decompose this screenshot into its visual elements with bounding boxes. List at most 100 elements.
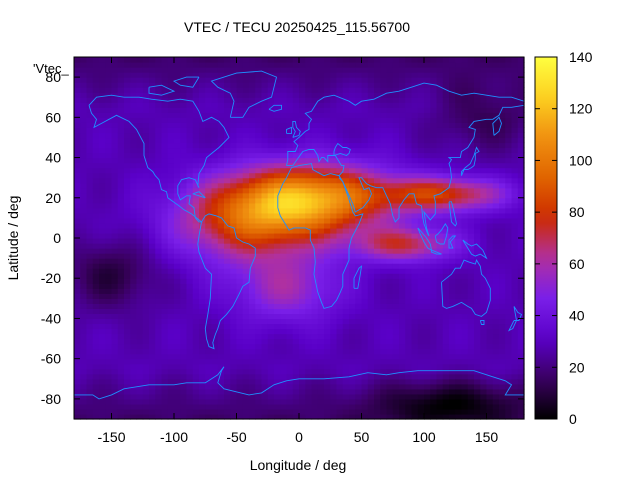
heatmap-cell [355, 67, 363, 73]
heatmap-cell [467, 368, 475, 375]
heatmap-cell [330, 298, 338, 304]
heatmap-cell [467, 202, 475, 209]
heatmap-cell [92, 72, 100, 78]
heatmap-cell [361, 142, 369, 149]
heatmap-cell [92, 87, 100, 93]
heatmap-cell [249, 132, 256, 139]
heatmap-cell [342, 62, 350, 68]
heatmap-cell [342, 393, 350, 400]
heatmap-cell [349, 62, 356, 68]
heatmap-cell [392, 177, 400, 184]
heatmap-cell [367, 112, 375, 118]
heatmap-cell [124, 343, 131, 350]
heatmap-cell [111, 177, 119, 184]
heatmap-cell [292, 87, 300, 93]
heatmap-cell [355, 308, 363, 315]
heatmap-cell [374, 147, 381, 154]
heatmap-cell [411, 313, 419, 320]
heatmap-cell [199, 82, 206, 88]
heatmap-cell [349, 142, 356, 149]
heatmap-cell [461, 273, 469, 279]
heatmap-cell [324, 278, 331, 284]
heatmap-cell [430, 197, 438, 204]
heatmap-cell [174, 172, 181, 179]
heatmap-cell [486, 368, 494, 375]
heatmap-cell [492, 373, 500, 380]
heatmap-cell [242, 413, 250, 420]
heatmap-cell [155, 238, 163, 244]
heatmap-cell [136, 298, 144, 304]
heatmap-cell [205, 328, 213, 335]
heatmap-cell [292, 413, 300, 420]
heatmap-cell [236, 283, 244, 289]
heatmap-cell [430, 67, 438, 73]
heatmap-cell [161, 248, 169, 254]
heatmap-cell [242, 368, 250, 375]
heatmap-cell [199, 328, 206, 335]
heatmap-cell [342, 147, 350, 154]
heatmap-cell [99, 258, 106, 264]
heatmap-cell [142, 353, 150, 360]
heatmap-cell [336, 383, 344, 390]
heatmap-cell [324, 77, 331, 83]
heatmap-cell [342, 217, 350, 224]
heatmap-cell [92, 303, 100, 309]
heatmap-cell [492, 137, 500, 144]
heatmap-cell [330, 162, 338, 169]
heatmap-cell [399, 177, 406, 184]
heatmap-cell [167, 227, 175, 234]
heatmap-cell [417, 408, 425, 415]
heatmap-cell [405, 388, 413, 395]
heatmap-cell [411, 243, 419, 249]
heatmap-cell [292, 172, 300, 179]
heatmap-cell [74, 413, 81, 420]
heatmap-cell [261, 293, 269, 299]
heatmap-cell [480, 112, 488, 118]
heatmap-cell [361, 217, 369, 224]
heatmap-cell [167, 258, 175, 264]
heatmap-cell [167, 313, 175, 320]
heatmap-cell [311, 152, 319, 159]
heatmap-cell [136, 323, 144, 330]
heatmap-cell [305, 413, 313, 420]
heatmap-cell [311, 132, 319, 139]
heatmap-cell [499, 132, 506, 139]
heatmap-cell [180, 152, 188, 159]
heatmap-cell [317, 333, 325, 340]
heatmap-cell [486, 107, 494, 113]
heatmap-cell [386, 318, 394, 325]
heatmap-cell [355, 268, 363, 274]
heatmap-cell [480, 97, 488, 103]
heatmap-cell [267, 398, 275, 405]
heatmap-cell [192, 313, 200, 320]
heatmap-cell [117, 408, 125, 415]
heatmap-cell [474, 388, 481, 395]
heatmap-cell [280, 187, 288, 194]
heatmap-cell [280, 82, 288, 88]
heatmap-cell [174, 72, 181, 78]
heatmap-cell [361, 383, 369, 390]
heatmap-cell [392, 207, 400, 214]
heatmap-cell [499, 227, 506, 234]
heatmap-cell [305, 373, 313, 380]
heatmap-cell [274, 403, 281, 410]
heatmap-cell [417, 283, 425, 289]
heatmap-cell [286, 403, 294, 410]
heatmap-cell [105, 157, 113, 164]
heatmap-cell [380, 398, 388, 405]
heatmap-cell [367, 152, 375, 159]
heatmap-cell [424, 333, 431, 340]
heatmap-cell [374, 152, 381, 159]
heatmap-cell [292, 132, 300, 139]
heatmap-cell [386, 353, 394, 360]
heatmap-cell [342, 137, 350, 144]
heatmap-cell [142, 403, 150, 410]
heatmap-cell [155, 313, 163, 320]
heatmap-cell [211, 192, 219, 199]
heatmap-cell [161, 273, 169, 279]
heatmap-cell [311, 333, 319, 340]
heatmap-cell [136, 368, 144, 375]
heatmap-cell [330, 353, 338, 360]
heatmap-cell [80, 248, 88, 254]
heatmap-cell [430, 243, 438, 249]
